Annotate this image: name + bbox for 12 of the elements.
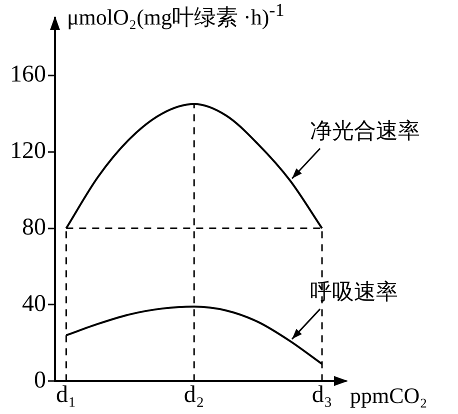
y-tick-label: 120 xyxy=(10,138,46,164)
x-tick-label: d₁ xyxy=(56,382,76,408)
y-tick-label: 80 xyxy=(22,214,46,241)
y-axis-title: μmolO₂(mg叶绿素 ·h)$^{-1}$ xyxy=(67,0,284,32)
y-tick-label: 40 xyxy=(22,291,46,318)
x-axis-title: ppmCO₂ xyxy=(350,383,428,410)
x-tick-label: d₂ xyxy=(184,382,204,408)
x-tick-label: d₃ xyxy=(312,382,332,408)
series-label: 呼吸速率 xyxy=(310,279,398,308)
y-tick-label: 160 xyxy=(10,62,46,88)
y-tick-label: 0 xyxy=(34,367,46,394)
series-label: 净光合速率 xyxy=(310,118,420,146)
